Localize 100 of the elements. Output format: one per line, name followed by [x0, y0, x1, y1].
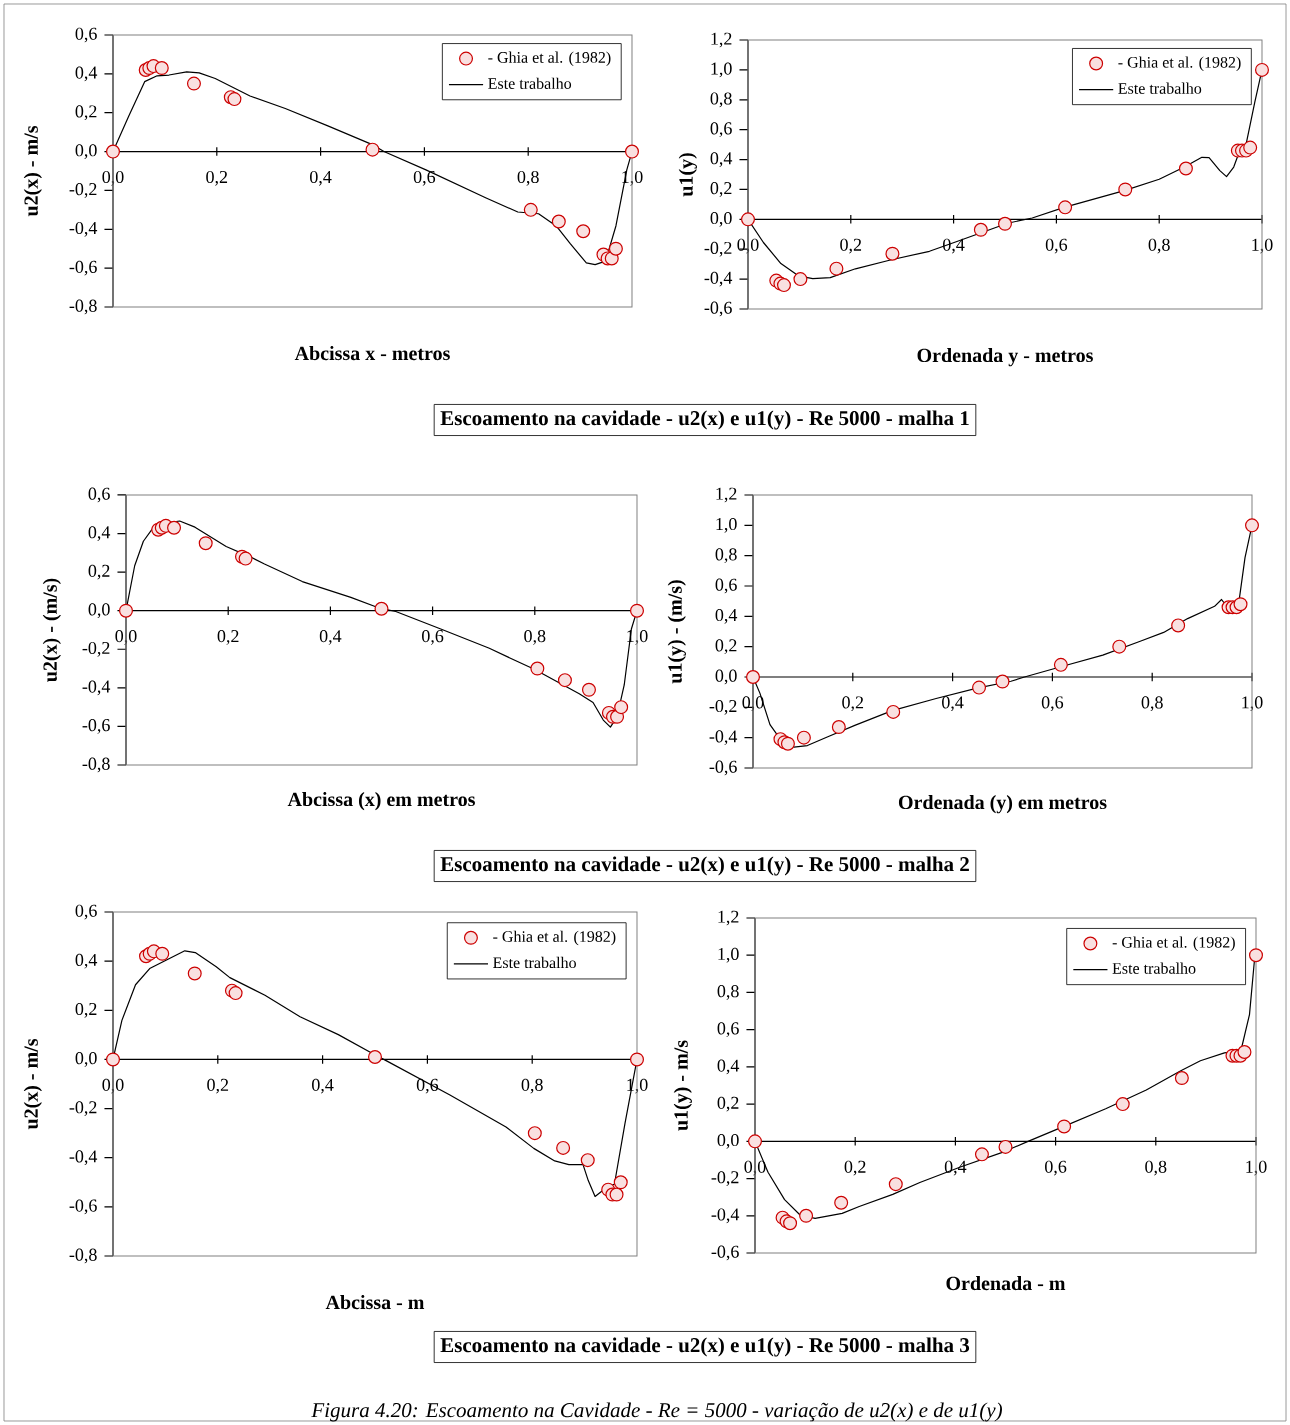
y-axis-title: u2(x) - m/s — [23, 1038, 42, 1130]
x-tick-label: 0,6 — [1045, 238, 1068, 254]
point — [1255, 62, 1269, 77]
x-tick-label: 0,4 — [319, 630, 342, 645]
point — [556, 1140, 571, 1155]
y-tick-label: 0,0 — [715, 669, 737, 685]
x-tick-label: 0,0 — [115, 630, 137, 645]
y-tick-label: 0,2 — [75, 105, 97, 121]
y-tick-label: 0,6 — [717, 1022, 739, 1038]
x-tick-label: 1,0 — [1252, 238, 1273, 254]
y-tick-label: -0,8 — [69, 1248, 97, 1264]
point — [228, 986, 243, 1001]
point — [609, 1187, 624, 1202]
legend-label: Este trabalho — [493, 956, 576, 969]
y-tick-label: 0,4 — [715, 608, 738, 624]
point — [1057, 1119, 1072, 1134]
y-tick-label: 0,8 — [710, 92, 732, 108]
x-tick-label: 1,0 — [1246, 1160, 1267, 1176]
y-tick-label: -0,4 — [704, 271, 733, 287]
point — [746, 669, 760, 684]
y-tick-label: -0,8 — [69, 299, 97, 315]
y-tick-label: -0,8 — [82, 757, 110, 773]
y-tick-label: -0,2 — [82, 641, 110, 657]
x-axis-title: Ordenada (y) em metros — [898, 795, 1107, 814]
x-tick-label: 0,4 — [312, 1078, 334, 1094]
y-tick-label: -0,6 — [82, 719, 110, 734]
point — [530, 661, 545, 676]
x-tick-label: 0,6 — [1041, 696, 1064, 712]
y-tick-label: 0,2 — [717, 1096, 739, 1112]
point — [793, 272, 808, 287]
point — [748, 1134, 762, 1149]
text: Escoamento na cavidade - u2(x) e u1(y) - Re 5000 - malha 1 — [440, 410, 969, 430]
x-tick-label: 0,0 — [737, 238, 759, 254]
x-tick-label: 0,2 — [217, 630, 239, 645]
x-axis-title: Abcissa (x) em metros — [287, 792, 475, 811]
x-tick-label: 0,0 — [102, 170, 124, 186]
x-tick-label: 0,8 — [1141, 696, 1163, 712]
y-axis-title: u1(y) - m/s — [673, 1040, 692, 1131]
y-tick-label: 1,0 — [718, 947, 739, 963]
point — [1233, 597, 1248, 612]
point — [167, 520, 182, 535]
x-tick-label: 0,4 — [943, 238, 965, 254]
point — [365, 142, 380, 157]
y-tick-label: 1,2 — [718, 910, 739, 926]
y-tick-label: -0,4 — [69, 1150, 98, 1166]
x-axis-title: Abcissa - m — [325, 1295, 425, 1310]
point — [580, 1153, 595, 1168]
y-tick-label: 0,6 — [88, 487, 110, 503]
legend-label: Este trabalho — [1118, 82, 1202, 94]
y-tick-label: -0,6 — [704, 301, 732, 317]
point — [186, 76, 201, 91]
y-tick-label: -0,4 — [711, 1208, 740, 1224]
y-tick-label: -0,6 — [709, 760, 737, 776]
point — [831, 720, 846, 735]
x-tick-label: 0,4 — [942, 696, 964, 712]
point — [1249, 948, 1263, 963]
point — [527, 1126, 542, 1141]
point — [1243, 140, 1258, 155]
x-axis-title: Abcissa x - metros — [294, 346, 450, 361]
point — [1112, 639, 1127, 654]
y-tick-label: 0,0 — [717, 1133, 739, 1149]
y-tick-label: 0,0 — [88, 603, 110, 619]
x-tick-label: 0,8 — [1145, 1160, 1167, 1176]
point — [998, 1139, 1013, 1154]
legend-label: Este trabalho — [488, 77, 572, 89]
point — [799, 1208, 814, 1223]
y-tick-label: -0,4 — [82, 680, 111, 696]
point — [613, 1175, 628, 1190]
x-axis-title: Ordenada y - metros — [917, 348, 1093, 367]
y-tick-label: 0,8 — [715, 548, 737, 564]
point — [106, 1052, 120, 1067]
x-tick-label: 0,6 — [416, 1078, 439, 1094]
point — [118, 603, 133, 618]
point — [995, 674, 1010, 689]
point — [625, 144, 639, 159]
point — [614, 700, 629, 715]
y-tick-label: -0,4 — [709, 730, 738, 746]
point — [741, 212, 755, 227]
y-axis-title: u2(x) - (m/s) — [42, 578, 61, 682]
y-tick-label: 0,6 — [75, 904, 97, 920]
y-tick-label: 0,0 — [75, 144, 97, 159]
y-tick-label: 1,2 — [711, 32, 732, 48]
y-tick-label: -0,6 — [69, 260, 97, 276]
text: Escoamento na cavidade - u2(x) e u1(y) - Re 5000 - malha 3 — [440, 1337, 970, 1357]
point — [1171, 618, 1186, 633]
x-tick-label: 0,6 — [422, 630, 444, 645]
y-tick-label: 0,0 — [75, 1052, 97, 1067]
y-tick-label: -0,6 — [711, 1245, 739, 1261]
point — [885, 246, 900, 261]
y-tick-label: 0,4 — [710, 152, 733, 167]
point — [1053, 657, 1068, 672]
y-axis-title: u1(y) - (m/s) — [667, 580, 686, 684]
y-axis-title: u2(x) - m/s — [23, 125, 42, 217]
point — [523, 202, 538, 217]
point — [1174, 1071, 1189, 1086]
point — [576, 224, 591, 239]
point — [888, 1177, 903, 1192]
point — [829, 261, 844, 276]
legend-label: - Ghia et al. (1982) — [1112, 936, 1235, 951]
y-tick-label: 0,2 — [75, 1002, 97, 1018]
